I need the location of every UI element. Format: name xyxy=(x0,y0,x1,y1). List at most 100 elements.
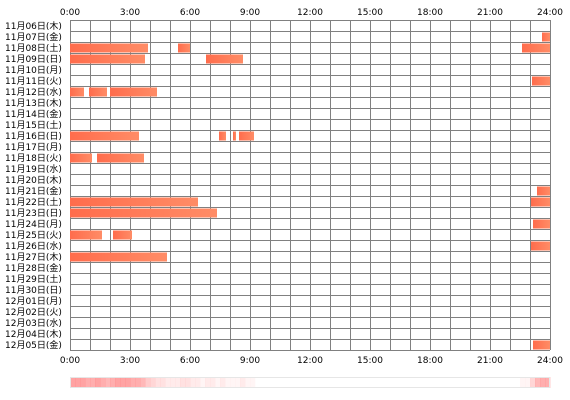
heat-cell xyxy=(115,377,121,388)
heat-cell xyxy=(415,377,420,388)
heat-cell xyxy=(410,377,415,388)
heat-cell xyxy=(540,377,546,388)
sleep-bar xyxy=(219,131,226,141)
heat-cell xyxy=(225,377,231,388)
sleep-bar xyxy=(70,208,217,218)
heat-cell xyxy=(500,377,505,388)
heat-cell xyxy=(150,377,156,388)
x-tick-label: 12:00 xyxy=(297,8,323,18)
row-label: 11月07日(金) xyxy=(5,31,62,43)
heat-cell xyxy=(350,377,355,388)
row-label: 11月18日(火) xyxy=(5,153,62,164)
heat-cell xyxy=(200,377,206,388)
sleep-bar xyxy=(533,340,550,350)
heat-cell xyxy=(520,377,526,388)
heat-cell xyxy=(170,377,176,388)
heat-cell xyxy=(145,377,151,388)
heat-cell xyxy=(205,377,211,388)
x-tick-label: 21:00 xyxy=(477,356,503,366)
heat-cell xyxy=(255,377,260,388)
heat-cell xyxy=(305,377,310,388)
heat-cell xyxy=(425,377,430,388)
heat-cell xyxy=(380,377,385,388)
heat-cell xyxy=(340,377,345,388)
x-tick-label: 0:00 xyxy=(60,8,80,18)
heat-cell xyxy=(70,377,76,388)
sleep-bar xyxy=(97,153,144,163)
sleep-bar xyxy=(70,54,145,64)
row-label: 12月04日(木) xyxy=(5,328,62,340)
row-label: 11月24日(月) xyxy=(5,219,62,230)
grid xyxy=(70,20,551,351)
x-tick-label: 18:00 xyxy=(417,356,443,366)
heat-cell xyxy=(290,377,295,388)
x-tick-label: 3:00 xyxy=(120,8,140,18)
heat-cell xyxy=(175,377,181,388)
heat-cell xyxy=(405,377,410,388)
x-tick-label: 15:00 xyxy=(357,356,383,366)
x-tick-label: 3:00 xyxy=(120,356,140,366)
row-label: 11月10日(月) xyxy=(5,65,62,76)
heat-strip xyxy=(70,377,551,388)
sleep-bar xyxy=(70,252,167,262)
heat-cell xyxy=(420,377,425,388)
sleep-bar xyxy=(70,43,148,53)
heat-cell xyxy=(235,377,241,388)
heat-cell xyxy=(140,377,146,388)
heat-cell xyxy=(220,377,226,388)
x-tick-label: 15:00 xyxy=(357,8,383,18)
heat-cell xyxy=(435,377,440,388)
heat-cell xyxy=(485,377,490,388)
heat-cell xyxy=(250,377,256,388)
row-label: 12月03日(水) xyxy=(5,317,62,329)
heat-cell xyxy=(335,377,340,388)
heat-cell xyxy=(325,377,330,388)
heat-cell xyxy=(530,377,536,388)
heat-cell xyxy=(210,377,216,388)
heat-cell xyxy=(330,377,335,388)
heat-cell xyxy=(445,377,450,388)
row-label: 11月13日(木) xyxy=(5,97,62,109)
heat-cell xyxy=(190,377,196,388)
sleep-bar xyxy=(89,87,107,97)
sleep-bar xyxy=(178,43,190,53)
heat-cell xyxy=(315,377,320,388)
heat-strip-frame xyxy=(70,377,550,388)
heat-cell xyxy=(320,377,325,388)
heat-cell xyxy=(510,377,515,388)
row-label: 11月30日(日) xyxy=(5,285,62,296)
heat-cell xyxy=(475,377,480,388)
x-tick-label: 6:00 xyxy=(180,356,200,366)
x-tick-label: 12:00 xyxy=(297,356,323,366)
x-tick-label: 18:00 xyxy=(417,8,443,18)
row-label: 11月23日(日) xyxy=(5,208,62,219)
sleep-bar xyxy=(110,87,157,97)
heat-cell xyxy=(270,377,275,388)
x-tick-label: 24:00 xyxy=(537,356,563,366)
sleep-bar xyxy=(70,87,84,97)
heat-cell xyxy=(245,377,251,388)
heat-cell xyxy=(450,377,455,388)
heat-cell xyxy=(95,377,101,388)
heat-cell xyxy=(100,377,106,388)
heat-cell xyxy=(495,377,500,388)
x-tick-label: 9:00 xyxy=(240,8,260,18)
heat-cell xyxy=(455,377,460,388)
heat-cell xyxy=(130,377,136,388)
row-label: 11月27日(木) xyxy=(5,251,62,263)
heat-cell xyxy=(295,377,300,388)
row-label: 11月09日(日) xyxy=(5,54,62,65)
heat-cell xyxy=(300,377,305,388)
heat-cell xyxy=(265,377,270,388)
x-ticks-bottom: 0:00 3:00 6:00 9:00 12:00 15:00 18:00 21:00 24:0… xyxy=(60,356,563,366)
row-label: 11月11日(火) xyxy=(5,76,62,87)
sleep-bar xyxy=(239,131,254,141)
heat-cell xyxy=(125,377,131,388)
heat-cell xyxy=(135,377,141,388)
x-tick-label: 9:00 xyxy=(240,356,260,366)
x-tick-label: 0:00 xyxy=(60,356,80,366)
sleep-bar xyxy=(70,131,139,141)
sleep-bar xyxy=(531,197,550,207)
heat-cell xyxy=(355,377,360,388)
